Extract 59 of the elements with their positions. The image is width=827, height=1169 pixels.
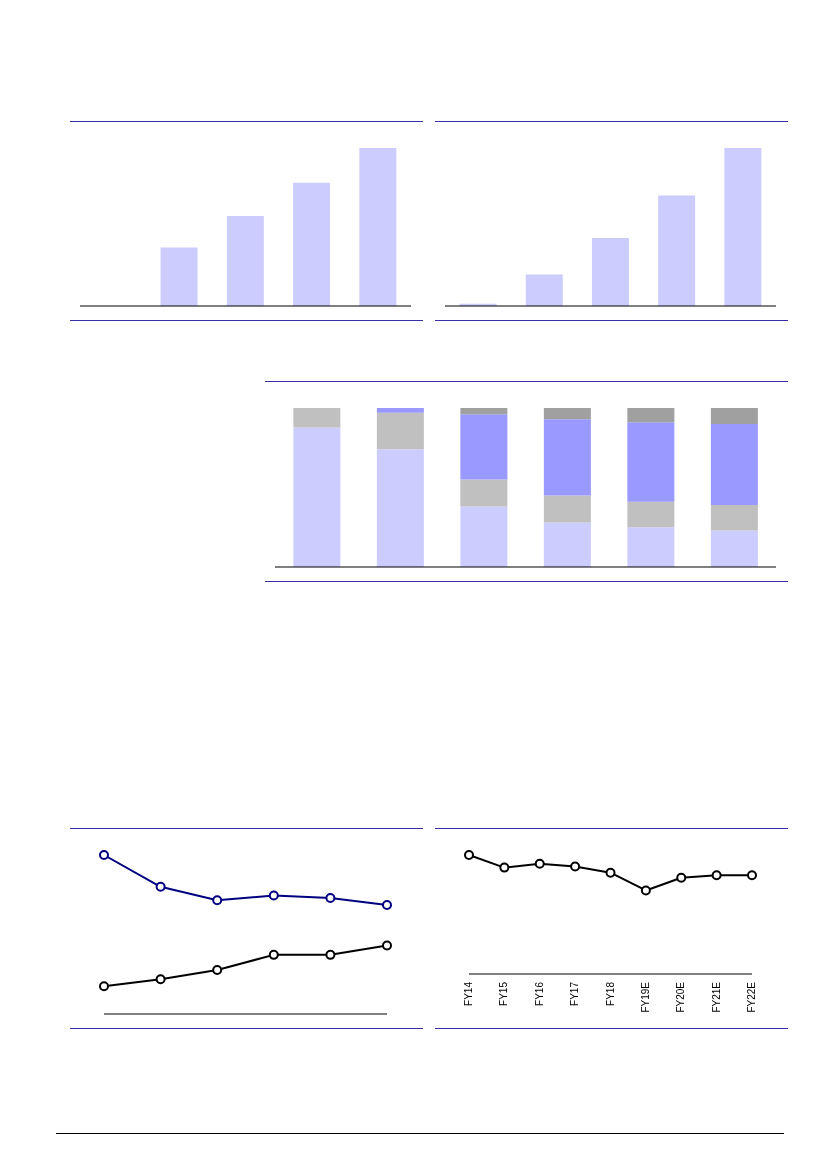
bar: [710, 504, 758, 531]
bar: [525, 274, 563, 306]
point: [212, 895, 223, 906]
x-tick-label: FY18: [604, 981, 616, 1006]
point: [99, 981, 109, 992]
point: [382, 940, 392, 951]
bar: [293, 427, 341, 567]
bar: [460, 506, 508, 567]
bar: [710, 530, 758, 567]
x-tick-label: FY22E: [746, 981, 758, 1013]
bar: [627, 422, 675, 502]
bar: [226, 215, 264, 306]
bar: [710, 423, 758, 505]
x-tick-label: FY14: [463, 981, 475, 1006]
point: [155, 881, 166, 892]
x-tick-label: FY20E: [675, 981, 687, 1013]
bar: [543, 495, 591, 523]
bar: [543, 408, 591, 420]
point: [325, 949, 336, 960]
bar: [710, 408, 758, 424]
point: [212, 964, 223, 975]
bar: [543, 522, 591, 567]
point: [268, 890, 279, 901]
bar: [376, 412, 424, 450]
point: [711, 870, 722, 881]
bar: [627, 501, 675, 528]
bar: [293, 182, 331, 306]
bar: [376, 449, 424, 567]
point: [499, 862, 510, 873]
x-tick-label: FY17: [569, 981, 581, 1006]
point: [464, 850, 474, 860]
point: [325, 892, 336, 903]
x-tick-label: FY16: [533, 981, 545, 1006]
bar: [658, 195, 696, 306]
point: [155, 974, 166, 985]
bar: [724, 148, 762, 306]
point: [268, 949, 279, 960]
bar: [627, 408, 675, 423]
bar: [293, 408, 341, 428]
bar: [543, 419, 591, 496]
x-tick-label: FY15: [498, 981, 510, 1006]
point: [605, 867, 616, 878]
point: [570, 861, 581, 872]
x-tick-label: FY19E: [639, 981, 651, 1013]
bar: [460, 414, 508, 480]
point: [534, 858, 545, 869]
point: [382, 899, 392, 910]
bar: [627, 527, 675, 567]
bar: [460, 479, 508, 507]
point: [640, 885, 651, 896]
bar: [591, 238, 629, 306]
bar: [359, 148, 397, 306]
point: [676, 872, 687, 883]
bar: [460, 408, 508, 415]
bar: [160, 247, 198, 306]
point: [99, 850, 109, 860]
bar: [376, 408, 424, 413]
point: [747, 870, 757, 881]
x-tick-label: FY21E: [710, 981, 722, 1013]
